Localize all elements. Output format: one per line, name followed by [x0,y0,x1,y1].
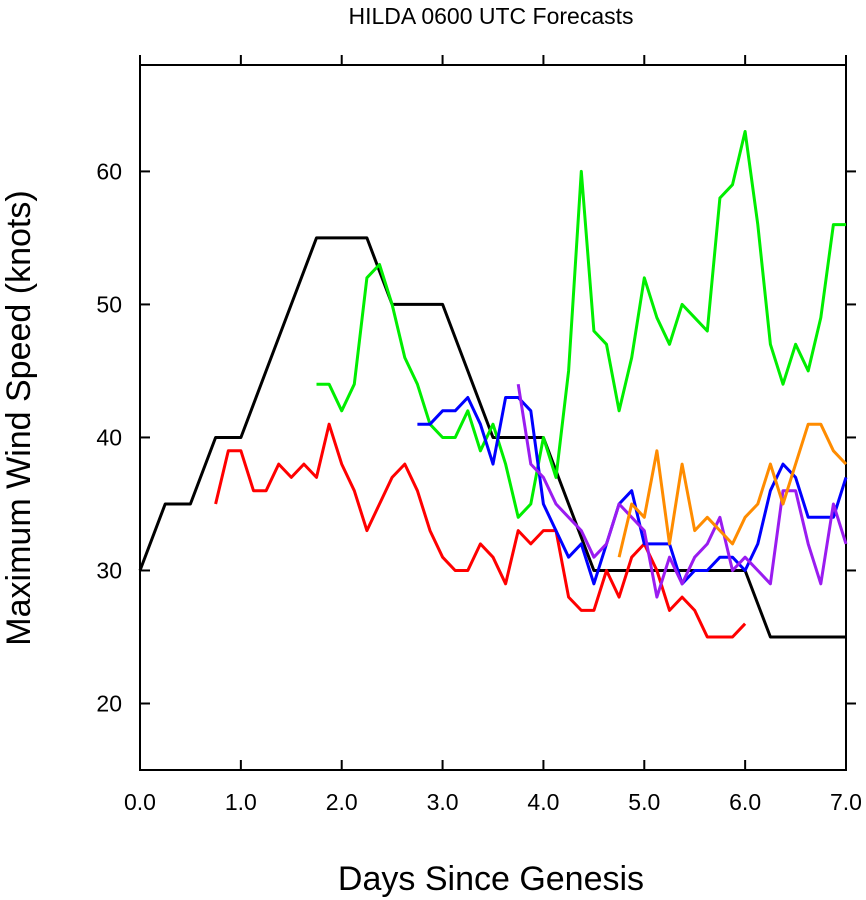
series-line-6 [617,422,848,558]
series-line-3 [316,130,846,519]
x-tick-label: 1.0 [225,789,257,815]
x-tick-label: 0.0 [124,789,156,815]
y-tick-label: 20 [96,690,122,716]
series-line-1 [138,236,846,639]
y-tick-label: 40 [96,424,122,450]
y-tick-label: 60 [96,158,122,184]
series-line-5 [516,383,848,599]
series-line-2 [214,422,747,639]
x-tick-label: 5.0 [628,789,660,815]
y-tick-label: 30 [96,557,122,583]
x-tick-label: 6.0 [729,789,761,815]
axis-tick-labels: 0.0 1.0 2.0 3.0 4.0 5.0 6.0 7.0 20 30 40 50 60 [96,158,862,815]
x-tick-label: 2.0 [326,789,358,815]
x-tick-label: 4.0 [527,789,559,815]
x-tick-label: 3.0 [427,789,459,815]
y-tick-label: 50 [96,291,122,317]
series-lines [138,130,848,639]
y-axis-label: Maximum Wind Speed (knots) [0,190,38,645]
x-tick-label: 7.0 [830,789,862,815]
x-axis-label: Days Since Genesis [338,860,644,898]
axis-ticks [139,55,856,770]
chart-title: HILDA 0600 UTC Forecasts [348,3,633,29]
plot-frame [139,64,847,771]
